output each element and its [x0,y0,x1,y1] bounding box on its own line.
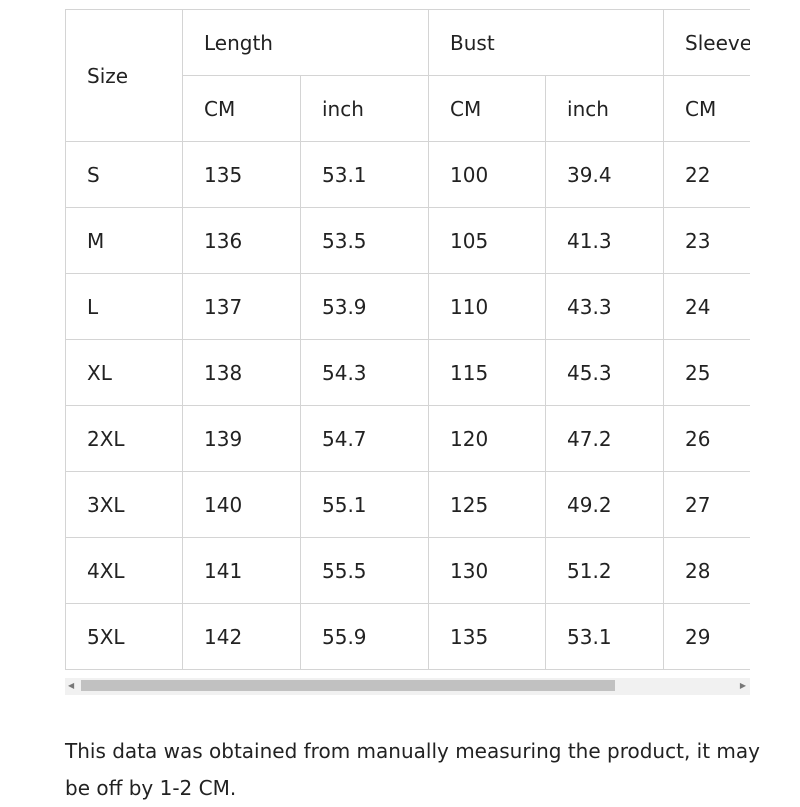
value-cell: 137 [182,273,301,340]
size-cell: 3XL [65,471,183,538]
header-unit: CM [182,75,301,142]
value-cell: 136 [182,207,301,274]
value-cell: 39.4 [545,141,665,208]
value-cell: 53.9 [299,273,430,340]
value-cell: 120 [428,405,547,472]
table-row: 4XL 141 55.5 130 51.2 28 [65,537,750,604]
size-cell: S [65,141,183,208]
value-cell: 53.1 [299,141,430,208]
value-cell: 53.5 [299,207,430,274]
scroll-right-arrow-icon[interactable]: ▶ [739,681,746,690]
value-cell: 135 [182,141,301,208]
value-cell: 41.3 [545,207,665,274]
scrollbar-thumb[interactable] [81,680,615,691]
value-cell: 110 [428,273,547,340]
size-cell: 5XL [65,603,183,670]
header-bust: Bust [428,9,665,76]
value-cell: 22 [663,141,750,208]
size-table: Size Length Bust Sleeve CM inch CM inch … [65,9,750,670]
value-cell: 115 [428,339,547,406]
size-table-container: Size Length Bust Sleeve CM inch CM inch … [65,9,750,695]
value-cell: 55.1 [299,471,430,538]
size-cell: 4XL [65,537,183,604]
size-cell: 2XL [65,405,183,472]
table-row: L 137 53.9 110 43.3 24 [65,273,750,340]
value-cell: 27 [663,471,750,538]
table-row: S 135 53.1 100 39.4 22 [65,141,750,208]
value-cell: 100 [428,141,547,208]
header-length: Length [181,9,430,76]
table-row: 3XL 140 55.1 125 49.2 27 [65,471,750,538]
value-cell: 138 [182,339,301,406]
size-cell: XL [65,339,183,406]
value-cell: 24 [663,273,750,340]
horizontal-scrollbar[interactable]: ◀ ▶ [65,678,750,695]
table-row: M 136 53.5 105 41.3 23 [65,207,750,274]
header-size: Size [65,9,183,142]
value-cell: 29 [663,603,750,670]
value-cell: 54.3 [299,339,430,406]
value-cell: 142 [182,603,301,670]
header-unit: CM [428,75,547,142]
value-cell: 45.3 [545,339,665,406]
value-cell: 43.3 [545,273,665,340]
value-cell: 25 [663,339,750,406]
value-cell: 51.2 [545,537,665,604]
table-row: XL 138 54.3 115 45.3 25 [65,339,750,406]
measurement-note: This data was obtained from manually mea… [65,739,760,800]
table-row: 2XL 139 54.7 120 47.2 26 [65,405,750,472]
value-cell: 23 [663,207,750,274]
value-cell: 135 [428,603,547,670]
value-cell: 53.1 [545,603,665,670]
table-row: 5XL 142 55.9 135 53.1 29 [65,603,750,670]
header-row-groups: Size Length Bust Sleeve [65,9,750,142]
scroll-left-arrow-icon[interactable]: ◀ [68,681,75,690]
value-cell: 125 [428,471,547,538]
header-sleeve: Sleeve [663,9,750,76]
value-cell: 130 [428,537,547,604]
value-cell: 49.2 [545,471,665,538]
header-unit: inch [545,75,665,142]
value-cell: 141 [182,537,301,604]
value-cell: 26 [663,405,750,472]
header-unit: inch [299,75,430,142]
value-cell: 47.2 [545,405,665,472]
value-cell: 54.7 [299,405,430,472]
value-cell: 28 [663,537,750,604]
value-cell: 105 [428,207,547,274]
size-cell: L [65,273,183,340]
value-cell: 55.5 [299,537,430,604]
value-cell: 139 [182,405,301,472]
header-unit: CM [663,75,750,142]
value-cell: 55.9 [299,603,430,670]
size-cell: M [65,207,183,274]
value-cell: 140 [182,471,301,538]
